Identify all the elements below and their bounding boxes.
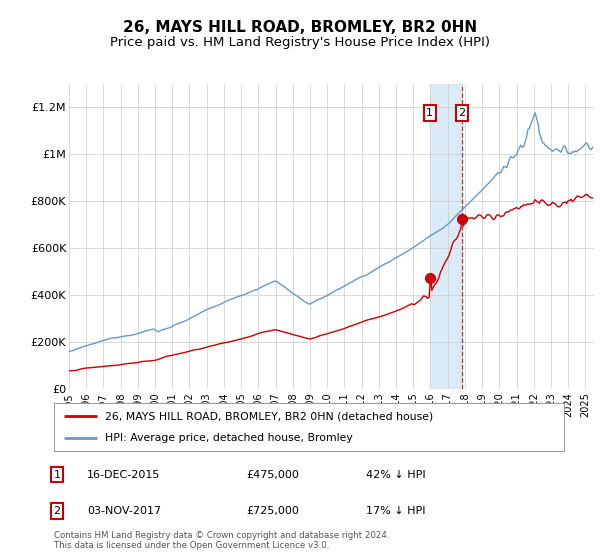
Text: Price paid vs. HM Land Registry's House Price Index (HPI): Price paid vs. HM Land Registry's House … (110, 36, 490, 49)
Text: 42% ↓ HPI: 42% ↓ HPI (366, 470, 425, 479)
Text: 16-DEC-2015: 16-DEC-2015 (87, 470, 160, 479)
Text: 17% ↓ HPI: 17% ↓ HPI (366, 506, 425, 516)
Text: £725,000: £725,000 (246, 506, 299, 516)
Text: 2: 2 (458, 108, 466, 118)
Text: 1: 1 (53, 470, 61, 479)
Bar (430, 84, 462, 389)
Text: 26, MAYS HILL ROAD, BROMLEY, BR2 0HN (detached house): 26, MAYS HILL ROAD, BROMLEY, BR2 0HN (de… (105, 411, 433, 421)
Text: HPI: Average price, detached house, Bromley: HPI: Average price, detached house, Brom… (105, 433, 353, 443)
Text: 03-NOV-2017: 03-NOV-2017 (87, 506, 161, 516)
Text: Contains HM Land Registry data © Crown copyright and database right 2024.
This d: Contains HM Land Registry data © Crown c… (54, 530, 389, 550)
Text: 1: 1 (426, 108, 433, 118)
Text: 2: 2 (53, 506, 61, 516)
Text: 26, MAYS HILL ROAD, BROMLEY, BR2 0HN: 26, MAYS HILL ROAD, BROMLEY, BR2 0HN (123, 20, 477, 35)
Text: £475,000: £475,000 (246, 470, 299, 479)
